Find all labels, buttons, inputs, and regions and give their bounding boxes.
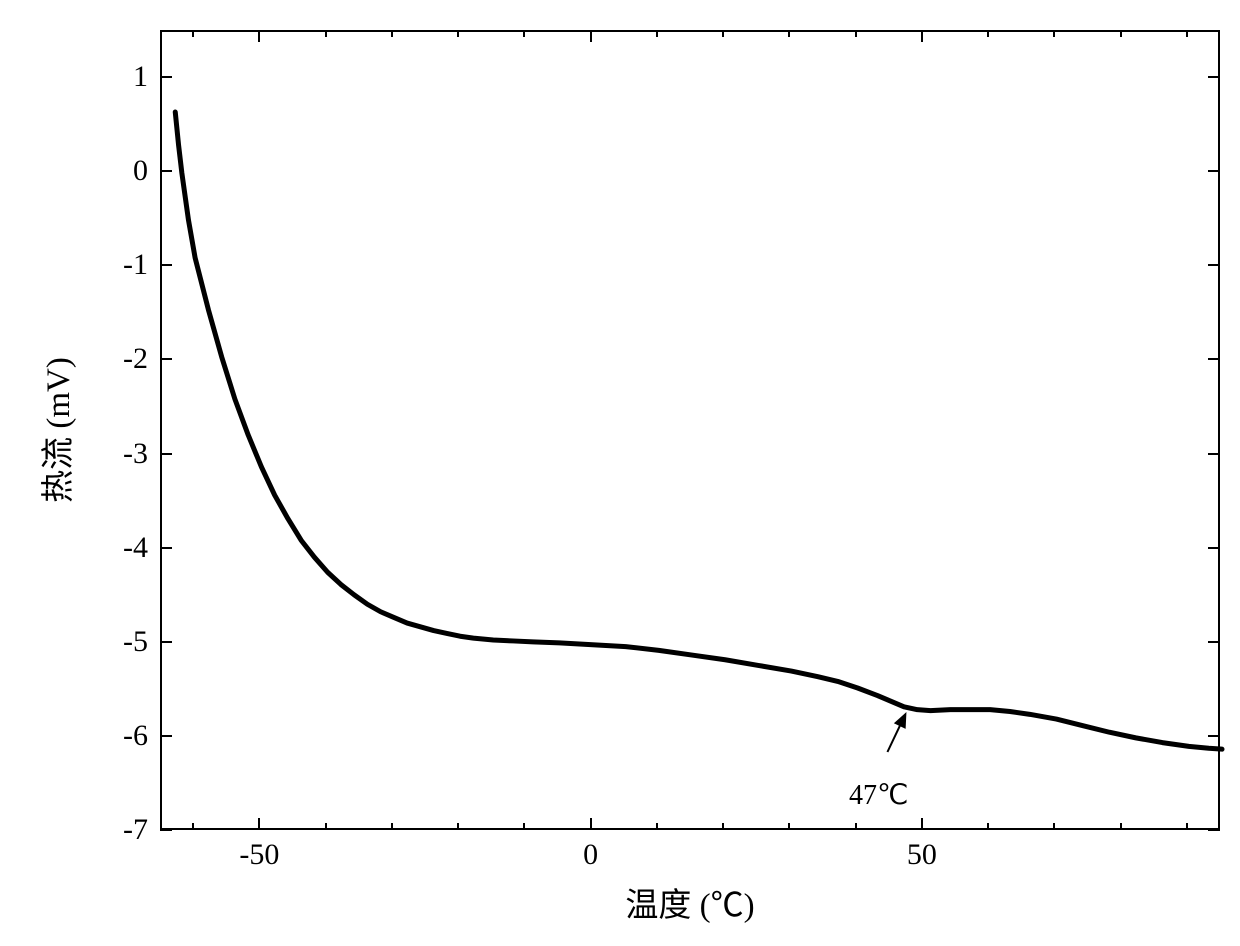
x-tick-major (921, 30, 923, 42)
x-tick-minor (1053, 823, 1055, 830)
x-tick-minor (987, 30, 989, 37)
x-tick-major (590, 30, 592, 42)
x-tick-minor (656, 30, 658, 37)
annotation-arrow-head (896, 714, 906, 727)
y-tick-major (160, 358, 172, 360)
x-tick-minor (1053, 30, 1055, 37)
x-tick-minor (1186, 823, 1188, 830)
y-tick-major (1208, 829, 1220, 831)
y-tick-label: -1 (123, 248, 148, 282)
x-tick-minor (855, 823, 857, 830)
y-tick-major (1208, 358, 1220, 360)
plot-area (160, 30, 1220, 830)
y-tick-major (160, 76, 172, 78)
y-tick-label: -2 (123, 342, 148, 376)
x-tick-minor (325, 30, 327, 37)
x-tick-minor (1120, 823, 1122, 830)
x-tick-minor (788, 823, 790, 830)
y-tick-label: 1 (133, 60, 148, 94)
x-tick-minor (1186, 30, 1188, 37)
x-tick-minor (656, 823, 658, 830)
y-tick-major (160, 170, 172, 172)
plot-svg (162, 32, 1222, 832)
x-tick-minor (391, 30, 393, 37)
x-tick-minor (722, 823, 724, 830)
y-tick-label: -6 (123, 719, 148, 753)
x-tick-minor (192, 823, 194, 830)
x-tick-major (258, 30, 260, 42)
y-tick-label: 0 (133, 154, 148, 188)
x-tick-minor (523, 30, 525, 37)
x-tick-label: 50 (907, 838, 937, 872)
y-axis-label: 热流 (mV) (31, 357, 79, 503)
y-tick-major (1208, 641, 1220, 643)
y-tick-major (160, 547, 172, 549)
x-tick-major (921, 818, 923, 830)
annotation-label: 47℃ (849, 778, 908, 812)
y-tick-label: -4 (123, 531, 148, 565)
x-tick-minor (192, 30, 194, 37)
x-tick-minor (788, 30, 790, 37)
x-tick-minor (523, 823, 525, 830)
y-tick-major (1208, 76, 1220, 78)
y-tick-major (160, 641, 172, 643)
x-tick-minor (1120, 30, 1122, 37)
x-axis-label: 温度 (℃) (625, 878, 754, 926)
x-tick-minor (722, 30, 724, 37)
y-tick-major (160, 264, 172, 266)
heat-flow-curve (175, 112, 1222, 749)
x-tick-minor (391, 823, 393, 830)
y-tick-major (1208, 170, 1220, 172)
dsc-chart: 温度 (℃) 热流 (mV) 47℃ -50 0 50 -7 -6 -5 -4 -3 -2 -1 0… (0, 0, 1240, 946)
y-tick-major (1208, 735, 1220, 737)
y-tick-major (160, 735, 172, 737)
x-tick-minor (855, 30, 857, 37)
y-tick-major (160, 829, 172, 831)
x-tick-minor (987, 823, 989, 830)
y-tick-major (1208, 547, 1220, 549)
x-tick-minor (325, 823, 327, 830)
y-tick-label: -7 (123, 813, 148, 847)
x-tick-label: 0 (583, 838, 598, 872)
x-tick-major (258, 818, 260, 830)
y-tick-major (1208, 453, 1220, 455)
x-tick-major (590, 818, 592, 830)
y-tick-major (1208, 264, 1220, 266)
x-tick-minor (457, 30, 459, 37)
x-tick-label: -50 (239, 838, 279, 872)
x-tick-minor (457, 823, 459, 830)
y-tick-label: -3 (123, 437, 148, 471)
y-tick-label: -5 (123, 625, 148, 659)
y-tick-major (160, 453, 172, 455)
